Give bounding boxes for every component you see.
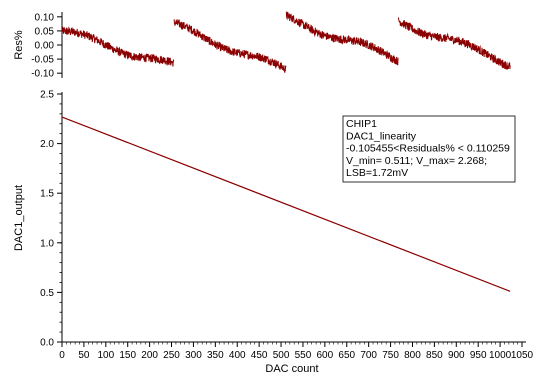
output-x-tick-label: 100	[97, 350, 114, 361]
output-y-tick-label: 0.0	[40, 338, 54, 349]
residuals-y-tick-label: 0.10	[35, 12, 55, 23]
legend-frame	[342, 115, 516, 183]
output-x-tick-label: 800	[404, 350, 421, 361]
output-x-tick-label: 500	[273, 350, 290, 361]
output-y-axis-label: DAC1_output	[13, 185, 25, 251]
residuals-series-segment-4	[397, 17, 511, 70]
output-y-tick-label: 0.5	[40, 288, 54, 299]
output-x-tick-label: 1000	[489, 350, 512, 361]
output-x-tick-label: 900	[448, 350, 465, 361]
output-x-tick-label: 0	[59, 350, 65, 361]
residuals-y-tick-label: -0.10	[31, 69, 54, 80]
residuals-series-segment-2	[173, 19, 287, 73]
output-x-tick-label: 200	[141, 350, 158, 361]
output-x-tick-label: 1050	[511, 350, 534, 361]
residuals-series-segment-3	[285, 11, 399, 66]
residuals-y-tick-label: -0.05	[31, 55, 54, 66]
output-y-tick-label: 1.5	[40, 189, 54, 200]
output-x-tick-label: 600	[317, 350, 334, 361]
output-y-tick-label: 2.0	[40, 139, 54, 150]
output-x-tick-label: 50	[78, 350, 90, 361]
output-x-tick-label: 350	[207, 350, 224, 361]
output-x-axis-label: DAC count	[265, 363, 318, 375]
output-x-tick-label: 700	[360, 350, 377, 361]
legend-line-4: V_min= 0.511; V_max= 2.268;	[346, 155, 487, 167]
legend-line-5: LSB=1.72mV	[346, 167, 408, 179]
output-x-tick-label: 950	[470, 350, 487, 361]
legend-box: CHIP1DAC1_linearity-0.105455<Residuals% …	[342, 115, 516, 183]
output-x-tick-label: 150	[119, 350, 136, 361]
residuals-y-tick-label: 0.05	[35, 26, 55, 37]
legend-line-3: -0.105455<Residuals% < 0.110259	[346, 143, 510, 155]
output-panel: 0.0 0.5 1.0 1.5 2.0 2.5 0 50 100 150 200 250 300 350 4…	[13, 90, 534, 376]
residuals-y-tick-label: 0.00	[35, 41, 55, 52]
output-x-tick-label: 850	[426, 350, 443, 361]
legend-line-1: CHIP1	[346, 118, 377, 130]
output-x-tick-label: 650	[338, 350, 355, 361]
output-x-tick-label: 750	[382, 350, 399, 361]
output-y-tick-label: 1.0	[40, 238, 54, 249]
output-series-line	[61, 116, 511, 292]
output-x-tick-label: 450	[251, 350, 268, 361]
output-x-tick-label: 400	[229, 350, 246, 361]
output-x-tick-label: 250	[163, 350, 180, 361]
output-x-tick-label: 300	[185, 350, 202, 361]
residuals-y-axis-label: Res%	[13, 30, 25, 60]
residuals-series-segment-1	[61, 26, 175, 67]
output-x-tick-label: 550	[295, 350, 312, 361]
output-y-tick-label: 2.5	[40, 90, 54, 101]
residuals-panel: 0.10 0.05 0.00 -0.05 -0.10 Res%	[13, 11, 511, 80]
legend-line-2: DAC1_linearity	[346, 130, 417, 142]
